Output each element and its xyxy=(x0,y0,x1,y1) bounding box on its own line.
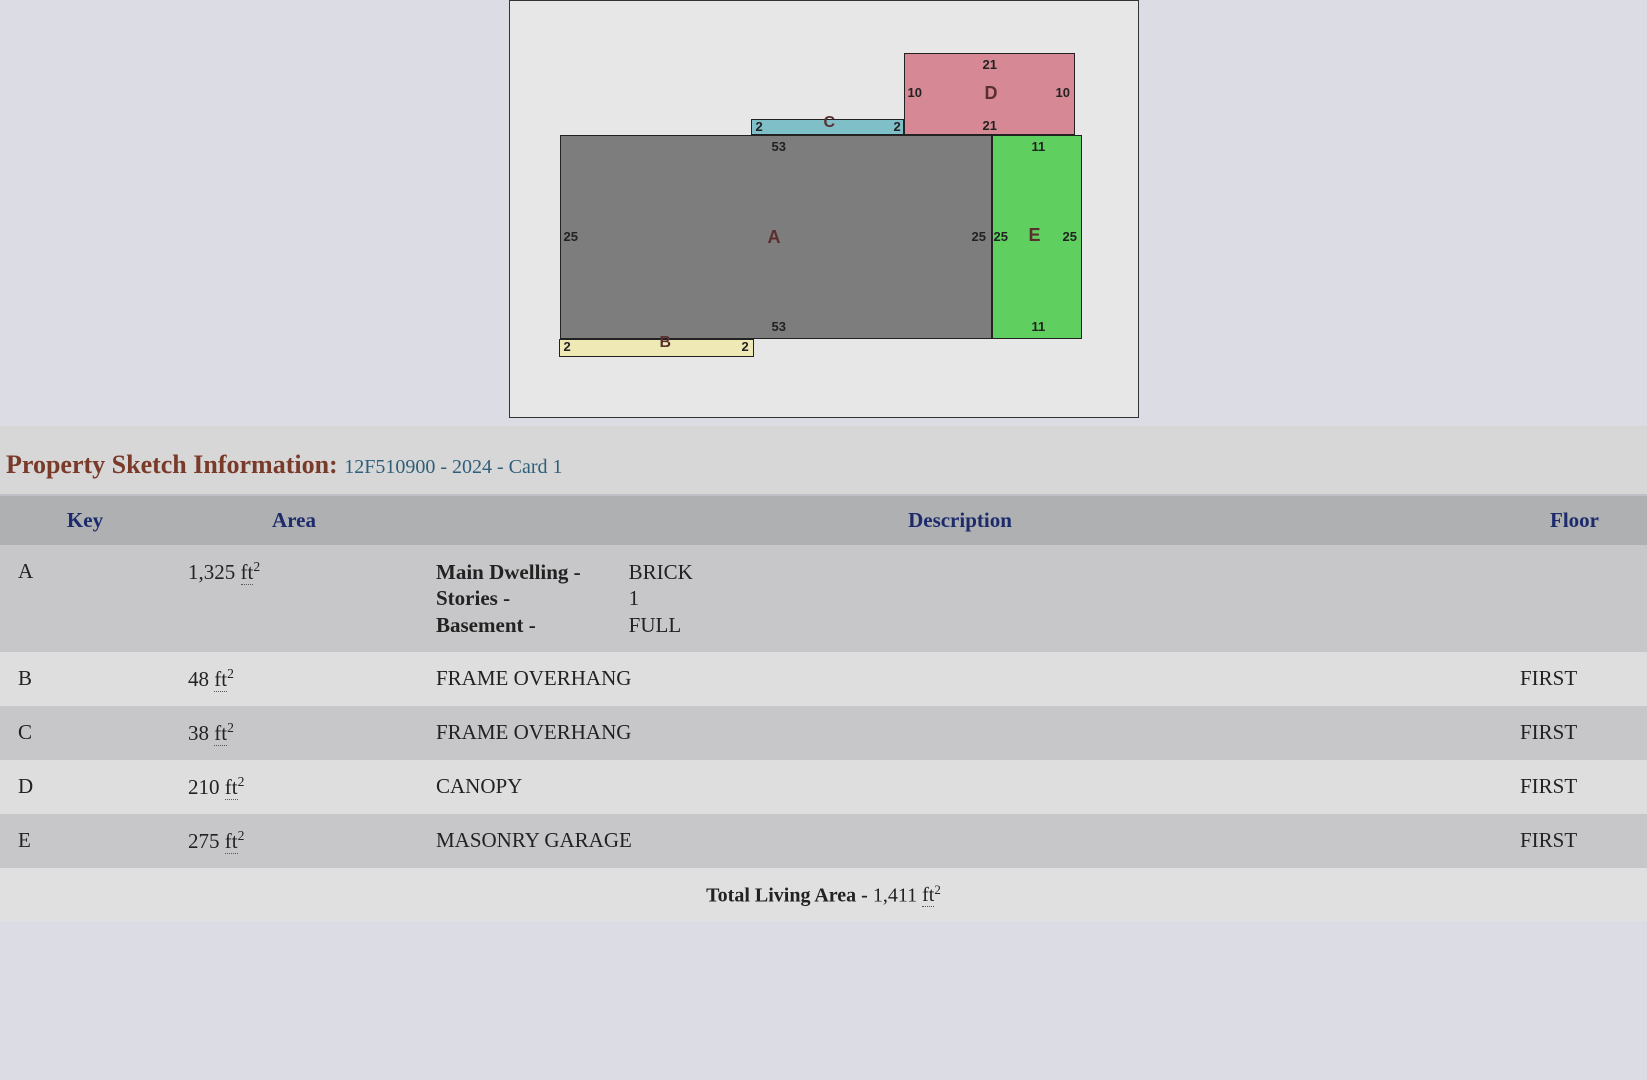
cell-key: E xyxy=(0,814,170,868)
table-row: C38 ft2FRAME OVERHANGFIRST xyxy=(0,706,1647,760)
title-text: Property Sketch Information: xyxy=(6,450,338,479)
sketch-dim-label: 10 xyxy=(908,85,922,100)
sketch-dim-label: 53 xyxy=(772,319,786,334)
sketch-info-table: Key Area Description Floor A1,325 ft2Mai… xyxy=(0,494,1647,921)
cell-description: Main Dwelling -Stories -Basement -BRICK1… xyxy=(418,545,1502,652)
cell-floor: FIRST xyxy=(1502,652,1647,706)
sketch-dim-label: 21 xyxy=(983,57,997,72)
sketch-dim-label: 25 xyxy=(994,229,1008,244)
subtitle-text: 12F510900 - 2024 - Card 1 xyxy=(344,456,562,478)
sketch-dim-label: 2 xyxy=(894,119,901,134)
table-row: D210 ft2CANOPYFIRST xyxy=(0,760,1647,814)
sketch-dim-label: A xyxy=(768,227,781,248)
cell-floor: FIRST xyxy=(1502,706,1647,760)
sketch-info-section: Property Sketch Information: 12F510900 -… xyxy=(0,426,1647,921)
cell-key: B xyxy=(0,652,170,706)
cell-key: A xyxy=(0,545,170,652)
sketch-dim-label: 2 xyxy=(756,119,763,134)
sketch-dim-label: 25 xyxy=(564,229,578,244)
cell-area: 275 ft2 xyxy=(170,814,418,868)
sketch-dim-label: 2 xyxy=(742,339,749,354)
sketch-dim-label: E xyxy=(1029,225,1041,246)
cell-description: MASONRY GARAGE xyxy=(418,814,1502,868)
table-header-row: Key Area Description Floor xyxy=(0,495,1647,545)
cell-area: 210 ft2 xyxy=(170,760,418,814)
cell-area: 38 ft2 xyxy=(170,706,418,760)
col-area: Area xyxy=(170,495,418,545)
cell-description: CANOPY xyxy=(418,760,1502,814)
sketch-dim-label: C xyxy=(824,117,836,129)
col-floor: Floor xyxy=(1502,495,1647,545)
cell-key: D xyxy=(0,760,170,814)
sketch-dim-label: 53 xyxy=(772,139,786,154)
property-sketch: A B C D E 21 21 10 10 2 2 53 53 25 25 25 25 11 11 2 2 xyxy=(509,0,1139,418)
cell-floor: FIRST xyxy=(1502,814,1647,868)
sketch-shape-b xyxy=(559,339,754,357)
cell-description: FRAME OVERHANG xyxy=(418,706,1502,760)
sketch-dim-label: 25 xyxy=(972,229,986,244)
cell-floor xyxy=(1502,545,1647,652)
table-row: E275 ft2MASONRY GARAGEFIRST xyxy=(0,814,1647,868)
sketch-dim-label: B xyxy=(660,337,672,349)
table-row: B48 ft2FRAME OVERHANGFIRST xyxy=(0,652,1647,706)
sketch-dim-label: 10 xyxy=(1056,85,1070,100)
table-row: A1,325 ft2Main Dwelling -Stories -Baseme… xyxy=(0,545,1647,652)
cell-area: 48 ft2 xyxy=(170,652,418,706)
sketch-dim-label: 11 xyxy=(1032,139,1046,154)
col-key: Key xyxy=(0,495,170,545)
cell-description: FRAME OVERHANG xyxy=(418,652,1502,706)
cell-floor: FIRST xyxy=(1502,760,1647,814)
cell-area: 1,325 ft2 xyxy=(170,545,418,652)
cell-key: C xyxy=(0,706,170,760)
section-title: Property Sketch Information: 12F510900 -… xyxy=(0,426,1647,494)
sketch-dim-label: D xyxy=(985,83,998,104)
sketch-dim-label: 11 xyxy=(1032,319,1046,334)
sketch-dim-label: 21 xyxy=(983,118,997,133)
sketch-dim-label: 2 xyxy=(564,339,571,354)
sketch-dim-label: 25 xyxy=(1063,229,1077,244)
col-desc: Description xyxy=(418,495,1502,545)
total-row: Total Living Area - 1,411 ft2 xyxy=(0,868,1647,922)
